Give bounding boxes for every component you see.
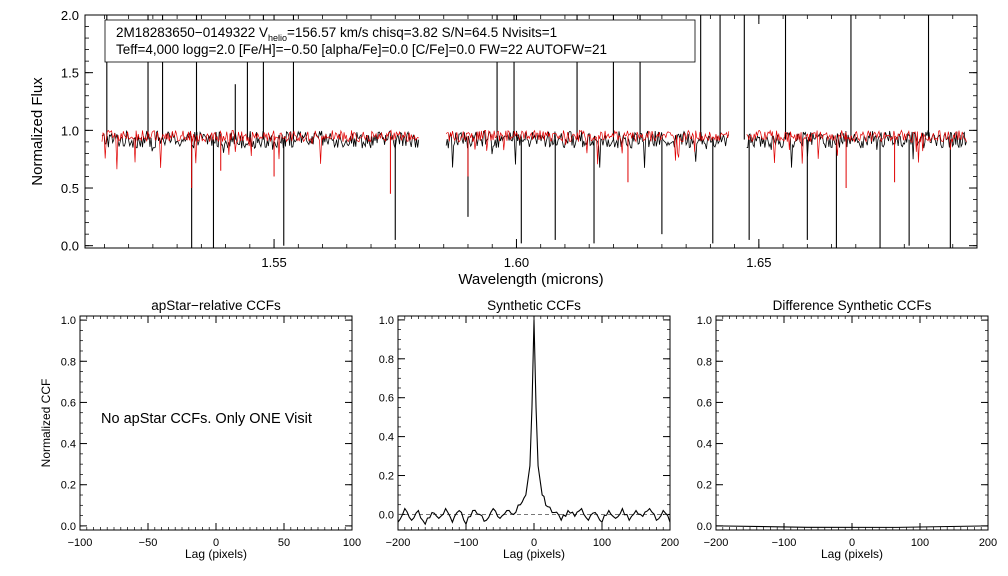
difference-ccf-x-tick-label: −100 xyxy=(772,537,797,549)
ccf-panel-apstar-title: apStar−relative CCFs xyxy=(151,298,281,313)
difference-ccf-y-tick-label: 0.6 xyxy=(697,397,712,409)
difference-ccf-y-tick-label: 0.4 xyxy=(697,439,712,451)
apstar-ccf-y-tick-label: 0.8 xyxy=(61,356,76,368)
spectrum-info-box: 2M18283650−0149322 Vhelio=156.57 km/s ch… xyxy=(104,19,696,63)
synthetic-ccf-y-tick-label: 0.8 xyxy=(379,354,394,366)
difference-ccf-x-tick-label: 200 xyxy=(979,537,997,549)
apstar-ccf-y-tick-label: 0.4 xyxy=(61,439,76,451)
difference-ccf-x-tick-label: 0 xyxy=(849,537,855,549)
synthetic-ccf-y-tick-label: 0.2 xyxy=(379,471,394,483)
difference-ccf-y-tick-label: 0.2 xyxy=(697,480,712,492)
spectrum-y-tick-label: 1.0 xyxy=(61,123,79,138)
apstar-ccf-y-tick-label: 0.2 xyxy=(61,480,76,492)
ccf-panel-apstar: apStar−relative CCFs 0.0 0.2 0.4 0.6 0.8 1.0 −… xyxy=(39,298,361,561)
apstar-ccf-x-tick-label: 100 xyxy=(343,537,361,549)
ccf-panel-difference: Difference Synthetic CCFs 0.00.20.40.60.… xyxy=(697,298,997,561)
ccf-panel-difference-plot-area: 0.0 0.2 0.4 0.6 0.8 1.0 −200 −100 0 100 200 Lag (pi… xyxy=(697,315,997,561)
spectrum-axes-frame xyxy=(84,14,978,249)
difference-ccf-x-tick-label: −200 xyxy=(704,537,729,549)
difference-ccf-x-tick-label: 100 xyxy=(911,537,929,549)
spectrum-x-tick-label: 1.65 xyxy=(746,255,771,270)
ccf-panel-synthetic: Synthetic CCFs 0.0 0.2 0.4 0.6 0.8 1.0 −200 −10… xyxy=(379,298,679,561)
difference-ccf-series-difference xyxy=(715,525,989,528)
difference-ccf-axes-frame xyxy=(715,315,989,531)
synthetic-ccf-x-tick-label: 200 xyxy=(661,537,679,549)
difference-ccf-y-tick-label: 0.8 xyxy=(697,356,712,368)
difference-ccf-y-tick-label: 1.0 xyxy=(697,315,712,327)
spectrum-x-tick-label: 1.55 xyxy=(261,255,286,270)
spectrum-x-tick-label: 1.60 xyxy=(504,255,529,270)
spectrum-y-tick-label: 0.5 xyxy=(61,181,79,196)
synthetic-ccf-x-tick-label: 0 xyxy=(531,537,537,549)
spectrum-panel: 0.0 0.5 1.0 1.5 2.0 1.55 1.60 1.65 2M18283650−0… xyxy=(29,8,978,288)
synthetic-ccf-y-tick-label: 1.0 xyxy=(379,315,394,327)
apstar-ccf-y-tick-label: 1.0 xyxy=(61,315,76,327)
apstar-ccf-y-axis-label: Normalized CCF xyxy=(39,379,53,468)
spectrum-series-model xyxy=(101,129,967,170)
no-ccf-note: No apStar CCFs. Only ONE Visit xyxy=(101,411,312,427)
info-line-1-subscript: helio xyxy=(268,33,287,43)
apstar-ccf-x-tick-label: −100 xyxy=(68,537,93,549)
synthetic-ccf-axes-frame xyxy=(397,315,671,531)
apstar-ccf-x-tick-label: 0 xyxy=(213,537,219,549)
spectrum-x-axis-label: Wavelength (microns) xyxy=(458,271,603,288)
ccf-panel-synthetic-plot-area: 0.0 0.2 0.4 0.6 0.8 1.0 −200 −100 0 100 200 Lag (pi… xyxy=(379,315,679,561)
synthetic-ccf-x-tick-label: 100 xyxy=(593,537,611,549)
info-box-frame xyxy=(104,19,696,63)
apstar-ccf-y-tick-label: 0.6 xyxy=(61,397,76,409)
info-line-1-prefix: 2M18283650−0149322 V xyxy=(116,25,268,40)
synthetic-ccf-x-axis-label: Lag (pixels) xyxy=(503,547,565,561)
info-line-1: 2M18283650−0149322 Vhelio=156.57 km/s ch… xyxy=(116,25,557,43)
spectrum-y-tick-label: 2.0 xyxy=(61,8,79,23)
synthetic-ccf-y-tick-label: 0.4 xyxy=(379,432,394,444)
synthetic-ccf-x-tick-label: −100 xyxy=(454,537,479,549)
ccf-panel-apstar-plot-area: 0.0 0.2 0.4 0.6 0.8 1.0 −100 −50 0 50 100 Lag (pixe… xyxy=(39,315,361,561)
synthetic-ccf-x-tick-label: −200 xyxy=(386,537,411,549)
apstar-ccf-x-axis-label: Lag (pixels) xyxy=(185,547,247,561)
ccf-panel-synthetic-title: Synthetic CCFs xyxy=(487,298,581,313)
spectrum-y-axis-label: Normalized Flux xyxy=(29,77,46,186)
synthetic-ccf-series-ccf xyxy=(397,319,671,526)
apstar-ccf-x-tick-label: −50 xyxy=(139,537,158,549)
info-line-2: Teff=4,000 logg=2.0 [Fe/H]=−0.50 [alpha/… xyxy=(116,42,607,57)
ccf-panel-difference-title: Difference Synthetic CCFs xyxy=(773,298,932,313)
synthetic-ccf-y-tick-label: 0.6 xyxy=(379,393,394,405)
apstar-ccf-y-tick-label: 0.0 xyxy=(61,521,76,533)
spectrum-y-tick-label: 0.0 xyxy=(61,239,79,254)
info-line-1-suffix: =156.57 km/s chisq=3.82 S/N=64.5 Nvisits… xyxy=(287,25,557,40)
apstar-ccf-x-tick-label: 50 xyxy=(278,537,290,549)
difference-ccf-x-axis-label: Lag (pixels) xyxy=(821,547,883,561)
spectrum-y-tick-label: 1.5 xyxy=(61,66,79,81)
synthetic-ccf-y-tick-label: 0.0 xyxy=(379,509,394,521)
difference-ccf-y-tick-label: 0.0 xyxy=(697,521,712,533)
